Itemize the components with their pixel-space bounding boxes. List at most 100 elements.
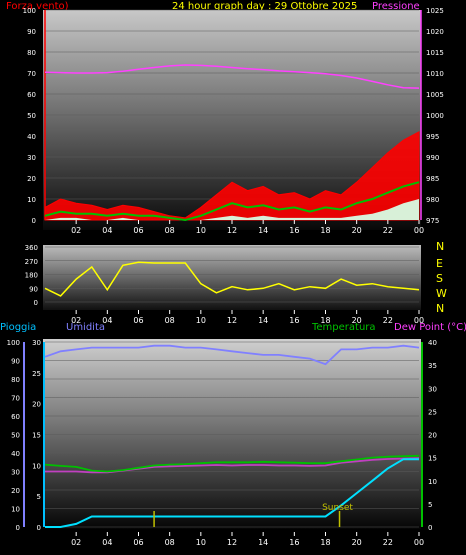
rain-tick-label: 20 — [32, 401, 41, 409]
humidity-tick-label: 30 — [11, 469, 20, 477]
x-tick-label: 00 — [414, 538, 424, 547]
x-tick-label: 22 — [383, 226, 393, 235]
pressure-series — [44, 64, 420, 89]
y-right-tick-label: 1005 — [426, 91, 444, 99]
y-left-tick-label: 30 — [27, 154, 36, 162]
humidity-tick-label: 10 — [11, 506, 20, 514]
temp-tick-label: 40 — [428, 339, 437, 347]
x-tick-label: 04 — [102, 226, 112, 235]
temp-tick-label: 15 — [428, 455, 437, 463]
humidity-tick-label: 50 — [11, 432, 20, 440]
rain-tick-label: 25 — [32, 370, 41, 378]
temperature-axis-title: Temperatura — [311, 322, 376, 333]
x-tick-label: 02 — [71, 538, 81, 547]
x-tick-label: 06 — [133, 226, 143, 235]
dewpoint-axis-title: Dew Point (°C) — [394, 322, 466, 333]
temp-tick-label: 35 — [428, 362, 437, 370]
temperature-series — [44, 454, 420, 473]
x-tick-label: 16 — [289, 538, 299, 547]
x-tick-label: 12 — [227, 316, 237, 325]
temp-tick-label: 0 — [428, 524, 432, 532]
x-tick-label: 00 — [414, 316, 424, 325]
climate-panel-bg — [43, 339, 421, 529]
y-right-tick-label: 1010 — [426, 70, 444, 78]
rain-axis-title: Pioggia — [0, 322, 36, 333]
humidity-axis-title: Umidita — [66, 322, 105, 333]
humidity-tick-label: 90 — [11, 358, 20, 366]
sunset-annotation: Sunset — [322, 503, 353, 513]
temp-tick-label: 10 — [428, 478, 437, 486]
y-right-tick-label: 985 — [426, 175, 439, 183]
y-left-tick-label: 0 — [32, 217, 36, 225]
humidity-tick-label: 20 — [11, 487, 20, 495]
humidity-tick-label: 80 — [11, 376, 20, 384]
x-tick-label: 14 — [258, 538, 268, 547]
humidity-tick-label: 60 — [11, 413, 20, 421]
x-tick-label: 08 — [165, 538, 175, 547]
humidity-tick-label: 40 — [11, 450, 20, 458]
temp-tick-label: 20 — [428, 432, 437, 440]
chart-title: 24 hour graph day : 29 Ottobre 2025 — [172, 1, 357, 12]
x-tick-label: 12 — [227, 226, 237, 235]
x-tick-label: 22 — [383, 316, 393, 325]
x-tick-label: 08 — [165, 316, 175, 325]
compass-label: E — [436, 257, 443, 270]
y-right-tick-label: 1000 — [426, 112, 444, 120]
direction-panel-bg — [43, 245, 421, 310]
y-tick-label: 180 — [25, 272, 38, 280]
compass-label: W — [436, 287, 447, 300]
x-tick-label: 20 — [352, 316, 362, 325]
y-left-tick-label: 10 — [27, 196, 36, 204]
x-tick-label: 14 — [258, 226, 268, 235]
x-tick-label: 12 — [227, 538, 237, 547]
compass-label: N — [436, 240, 444, 253]
wind-pressure-chart: 0102030405060708090100975980985990995100… — [23, 7, 444, 235]
rain-tick-label: 5 — [37, 493, 41, 501]
wind-gust-series — [44, 130, 420, 221]
x-tick-label: 06 — [133, 316, 143, 325]
x-tick-label: 18 — [320, 226, 330, 235]
x-tick-label: 00 — [414, 226, 424, 235]
x-tick-label: 18 — [320, 538, 330, 547]
humidity-tick-label: 70 — [11, 395, 20, 403]
rain-tick-label: 0 — [37, 524, 41, 532]
x-tick-label: 10 — [196, 538, 206, 547]
x-tick-label: 16 — [289, 316, 299, 325]
wind-axis-title: Forza vento) — [6, 1, 69, 12]
x-tick-label: 20 — [352, 226, 362, 235]
humidity-tick-label: 100 — [7, 339, 20, 347]
y-right-tick-label: 1020 — [426, 28, 444, 36]
humidity-series — [44, 344, 420, 366]
compass-label: N — [436, 302, 444, 315]
wind-avg-series — [44, 181, 420, 222]
x-tick-label: 10 — [196, 316, 206, 325]
x-tick-label: 08 — [165, 226, 175, 235]
y-tick-label: 90 — [29, 285, 38, 293]
x-tick-label: 14 — [258, 316, 268, 325]
humidity-tick-label: 0 — [16, 524, 20, 532]
wind-low-series — [45, 199, 419, 220]
rain-tick-label: 30 — [32, 339, 41, 347]
compass-label: S — [436, 272, 443, 285]
y-right-tick-label: 980 — [426, 196, 439, 204]
y-left-tick-label: 40 — [27, 133, 36, 141]
direction-series — [44, 261, 420, 297]
x-tick-label: 20 — [352, 538, 362, 547]
rain-tick-label: 10 — [32, 462, 41, 470]
y-right-tick-label: 1025 — [426, 7, 444, 15]
x-tick-label: 18 — [320, 316, 330, 325]
x-tick-label: 04 — [102, 538, 112, 547]
x-tick-label: 10 — [196, 226, 206, 235]
rain-series — [45, 458, 419, 528]
y-left-tick-label: 80 — [27, 49, 36, 57]
x-tick-label: 02 — [71, 316, 81, 325]
y-left-tick-label: 20 — [27, 175, 36, 183]
temp-tick-label: 5 — [428, 501, 432, 509]
x-tick-label: 02 — [71, 226, 81, 235]
pressure-axis-title: Pressione — [372, 1, 420, 12]
y-right-tick-label: 1015 — [426, 49, 444, 57]
x-tick-label: 22 — [383, 538, 393, 547]
